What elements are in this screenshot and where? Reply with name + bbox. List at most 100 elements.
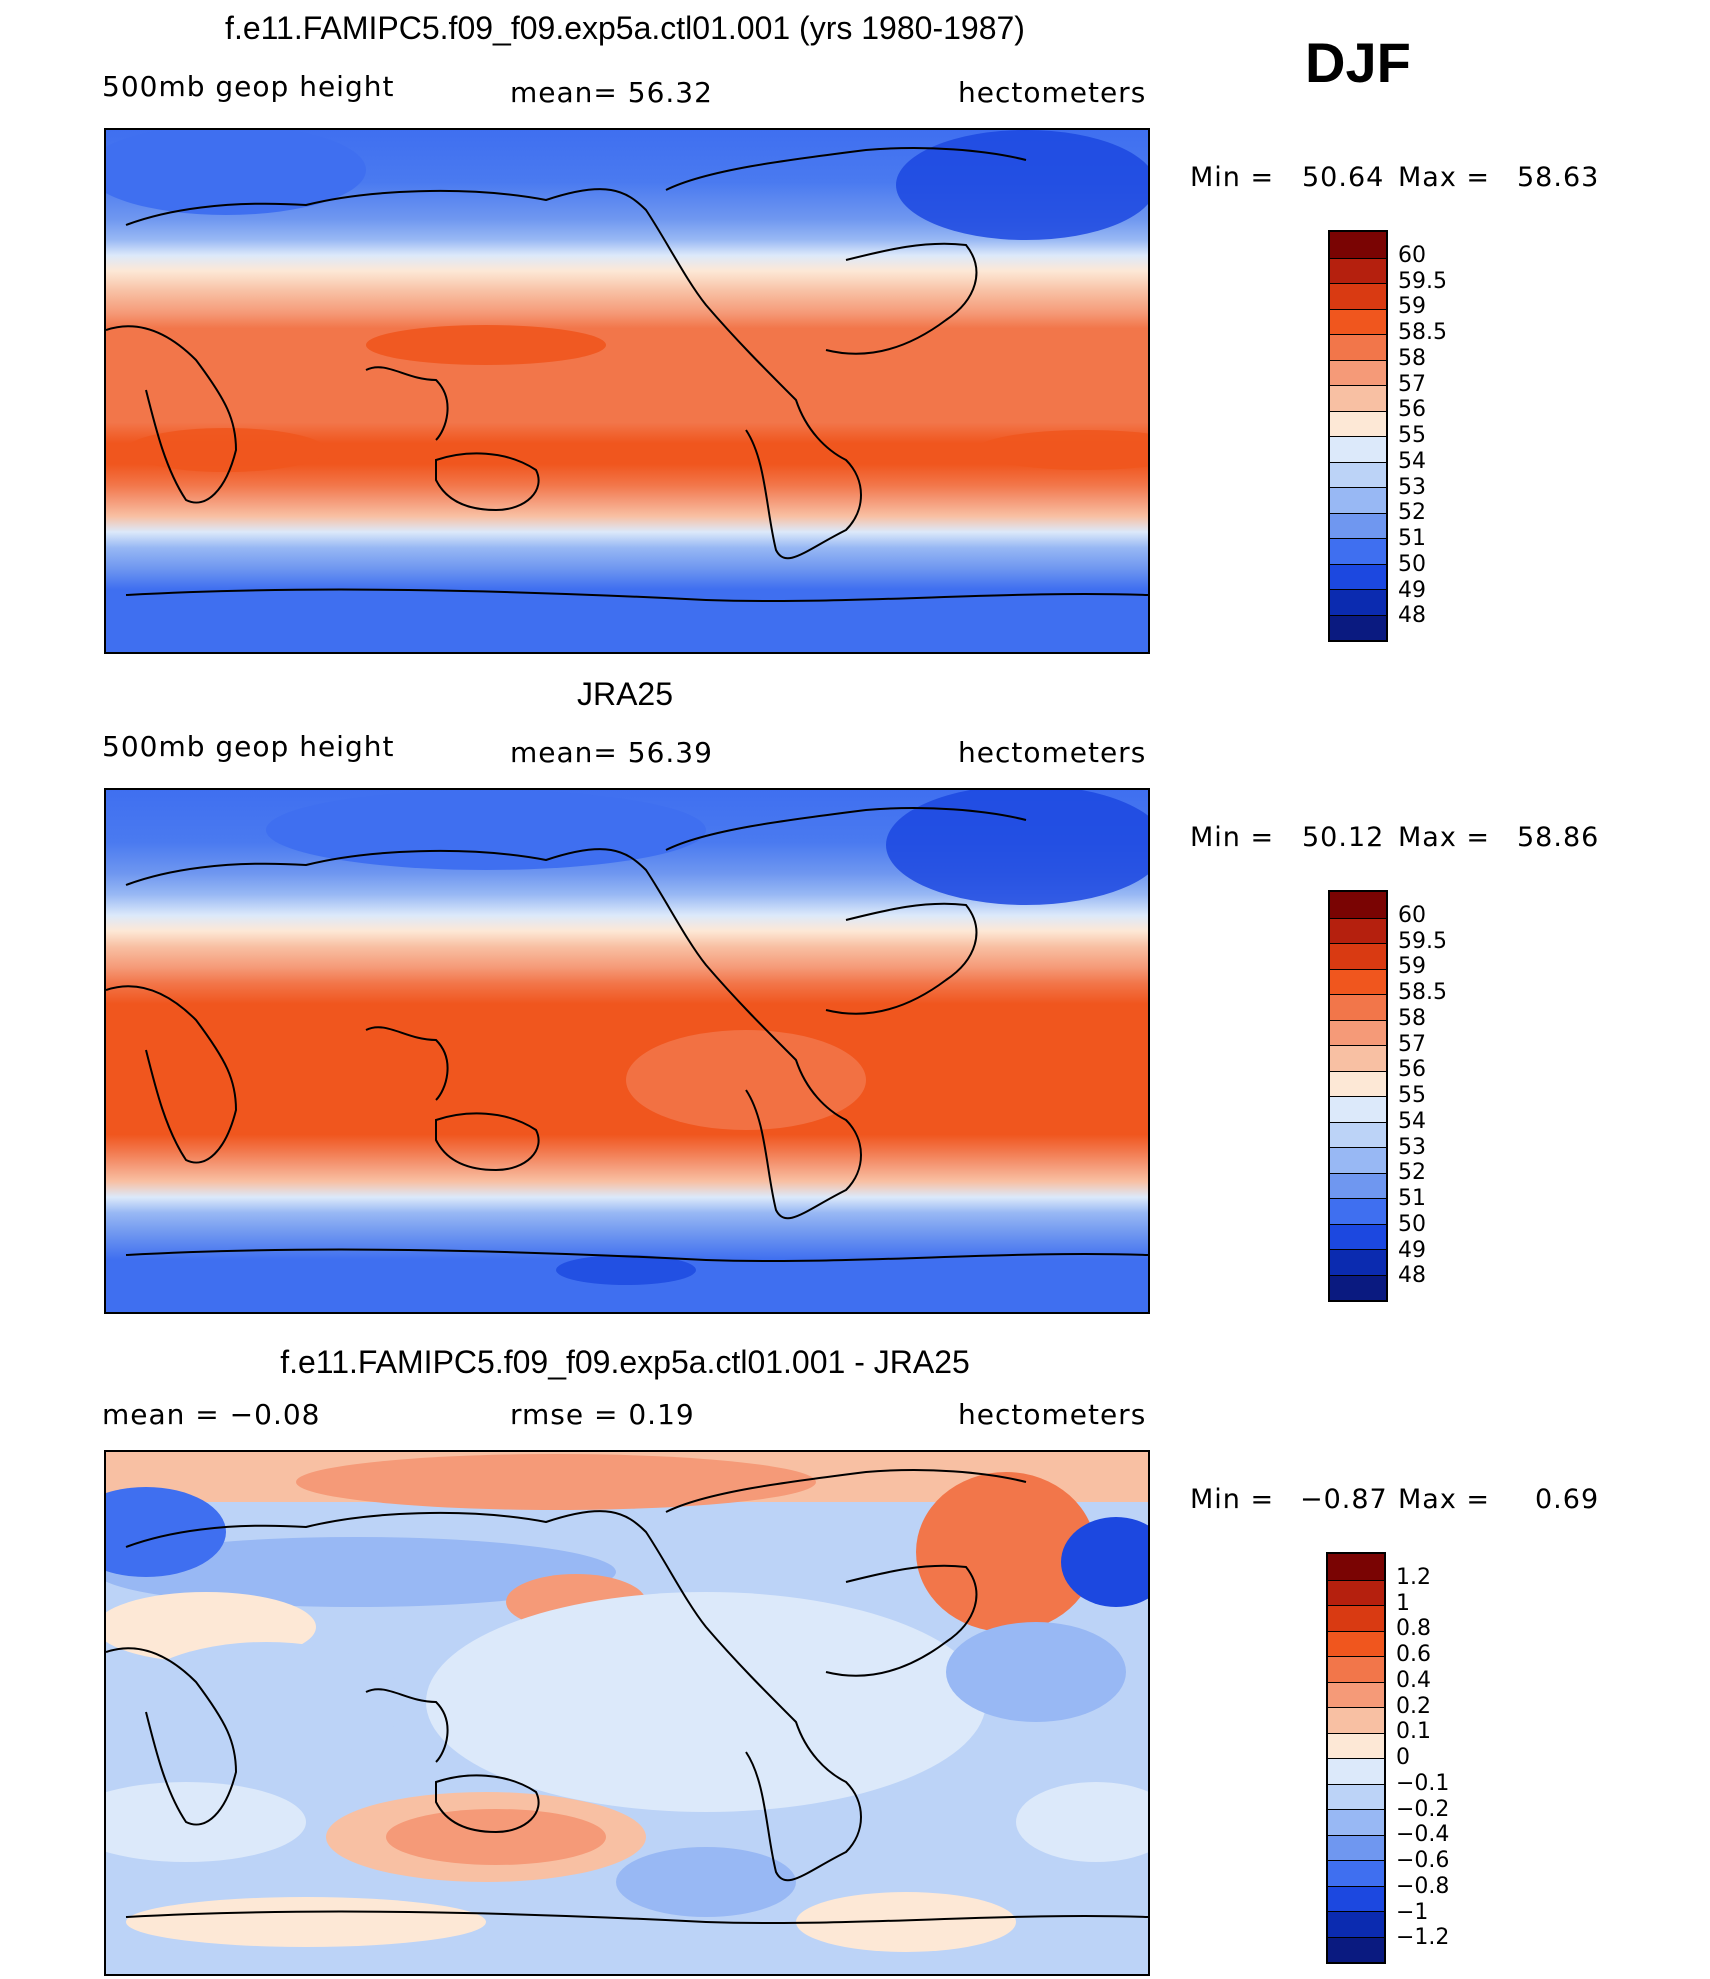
panel3-colorbar-labels: 1.2 1 0.8 0.6 0.4 0.2 0.1 0 −0.1 −0.2 −0.4 −0.6 −0.8… <box>1396 1552 1506 1964</box>
panel2-max-value: 58.86 <box>1517 822 1600 853</box>
colorbar-swatch <box>1328 1605 1384 1631</box>
colorbar-tick-label: 55 <box>1398 423 1426 448</box>
colorbar-tick-label: 60 <box>1398 902 1426 928</box>
panel2-mean-label: mean= 56.39 <box>510 736 713 769</box>
colorbar-swatch <box>1330 1121 1386 1147</box>
colorbar-swatch <box>1330 994 1386 1020</box>
colorbar-swatch <box>1330 308 1386 334</box>
colorbar-swatch <box>1328 1554 1384 1580</box>
colorbar-swatch <box>1330 1147 1386 1173</box>
colorbar-swatch <box>1330 1172 1386 1198</box>
panel1-colorbar-labels: 60 59.5 59 58.5 58 57 56 55 54 53 52 51 50 49 48 <box>1398 230 1498 642</box>
colorbar-swatch <box>1328 1579 1384 1605</box>
panel1-map <box>104 128 1150 654</box>
panel3-colorbar <box>1326 1552 1386 1964</box>
colorbar-tick-label: 55 <box>1398 1083 1426 1108</box>
panel1-colorbar <box>1328 230 1388 642</box>
panel3-min-value: −0.87 <box>1300 1484 1388 1515</box>
colorbar-tick-label: 48 <box>1398 1263 1426 1289</box>
colorbar-tick-label: 50 <box>1398 1211 1426 1237</box>
panel3-field <box>106 1452 1148 1974</box>
colorbar-swatch <box>1328 1783 1384 1809</box>
colorbar-tick-label: 0 <box>1396 1745 1410 1770</box>
colorbar-swatch <box>1330 614 1386 640</box>
colorbar-tick-label: 0.4 <box>1396 1667 1431 1693</box>
panel2-units-label: hectometers <box>958 736 1147 769</box>
colorbar-tick-label: 48 <box>1398 603 1426 629</box>
panel1-max-value: 58.63 <box>1517 162 1600 193</box>
colorbar-tick-label: −0.6 <box>1396 1848 1450 1873</box>
colorbar-tick-label: 58.5 <box>1398 980 1447 1005</box>
colorbar-swatch <box>1330 1070 1386 1096</box>
colorbar-tick-label: −0.2 <box>1396 1796 1450 1822</box>
colorbar-tick-label: 49 <box>1398 577 1426 603</box>
colorbar-swatch <box>1330 1223 1386 1249</box>
panel2-map <box>104 788 1150 1314</box>
colorbar-swatch <box>1330 968 1386 994</box>
colorbar-swatch <box>1330 1198 1386 1224</box>
colorbar-tick-label: 58.5 <box>1398 320 1447 345</box>
colorbar-swatch <box>1328 1936 1384 1962</box>
panel1-max-label: Max = <box>1398 162 1491 193</box>
colorbar-tick-label: 60 <box>1398 242 1426 268</box>
colorbar-swatch <box>1330 257 1386 283</box>
panel1-min-label: Min = <box>1190 162 1275 193</box>
panel2-variable-label: 500mb geop height <box>102 730 395 763</box>
colorbar-tick-label: 52 <box>1398 1160 1426 1186</box>
colorbar-tick-label: 1.2 <box>1396 1564 1431 1590</box>
colorbar-swatch <box>1330 1274 1386 1300</box>
colorbar-tick-label: −1 <box>1396 1899 1429 1925</box>
colorbar-swatch <box>1330 461 1386 487</box>
colorbar-tick-label: 0.2 <box>1396 1693 1431 1719</box>
colorbar-swatch <box>1328 1885 1384 1911</box>
colorbar-tick-label: −1.2 <box>1396 1925 1450 1951</box>
colorbar-tick-label: 0.8 <box>1396 1616 1431 1642</box>
colorbar-tick-label: −0.1 <box>1396 1770 1450 1796</box>
colorbar-swatch <box>1330 1019 1386 1045</box>
panel2-colorbar-labels: 60 59.5 59 58.5 58 57 56 55 54 53 52 51 50 49 48 <box>1398 890 1498 1302</box>
colorbar-swatch <box>1330 232 1386 258</box>
panel1-units-label: hectometers <box>958 76 1147 109</box>
panel3-title: f.e11.FAMIPC5.f09_f09.exp5a.ctl01.001 - … <box>280 1344 970 1380</box>
season-label: DJF <box>1305 31 1411 94</box>
colorbar-tick-label: 58 <box>1398 1005 1426 1031</box>
colorbar-tick-label: 59 <box>1398 294 1426 320</box>
colorbar-swatch <box>1330 512 1386 538</box>
colorbar-swatch <box>1330 334 1386 360</box>
panel1-field <box>106 130 1148 652</box>
panel2-field <box>106 790 1148 1312</box>
colorbar-tick-label: 59.5 <box>1398 268 1447 294</box>
colorbar-swatch <box>1330 1045 1386 1071</box>
panel1-title: f.e11.FAMIPC5.f09_f09.exp5a.ctl01.001 (y… <box>225 10 1025 46</box>
colorbar-tick-label: 59.5 <box>1398 928 1447 954</box>
colorbar-swatch <box>1328 1758 1384 1784</box>
colorbar-tick-label: 1 <box>1396 1590 1410 1616</box>
colorbar-tick-label: 56 <box>1398 397 1426 423</box>
panel3-mean-label: mean = −0.08 <box>102 1398 321 1431</box>
colorbar-swatch <box>1328 1809 1384 1835</box>
colorbar-swatch <box>1330 410 1386 436</box>
colorbar-tick-label: −0.8 <box>1396 1873 1450 1899</box>
colorbar-swatch <box>1328 1911 1384 1937</box>
colorbar-tick-label: 49 <box>1398 1237 1426 1263</box>
colorbar-swatch <box>1330 385 1386 411</box>
colorbar-tick-label: 53 <box>1398 474 1426 500</box>
colorbar-tick-label: 51 <box>1398 526 1426 551</box>
colorbar-tick-label: 58 <box>1398 345 1426 371</box>
colorbar-swatch <box>1328 1834 1384 1860</box>
colorbar-swatch <box>1330 1249 1386 1275</box>
colorbar-swatch <box>1330 892 1386 918</box>
panel2-min-value: 50.12 <box>1302 822 1385 853</box>
colorbar-tick-label: 56 <box>1398 1057 1426 1083</box>
colorbar-swatch <box>1328 1681 1384 1707</box>
colorbar-tick-label: 53 <box>1398 1134 1426 1160</box>
colorbar-swatch <box>1330 359 1386 385</box>
colorbar-swatch <box>1328 1707 1384 1733</box>
panel3-max-label: Max = <box>1398 1484 1491 1515</box>
colorbar-tick-label: 54 <box>1398 448 1426 474</box>
colorbar-swatch <box>1328 1732 1384 1758</box>
colorbar-swatch <box>1330 487 1386 513</box>
colorbar-swatch <box>1330 917 1386 943</box>
colorbar-swatch <box>1330 1096 1386 1122</box>
panel3-rmse-label: rmse = 0.19 <box>510 1398 695 1431</box>
